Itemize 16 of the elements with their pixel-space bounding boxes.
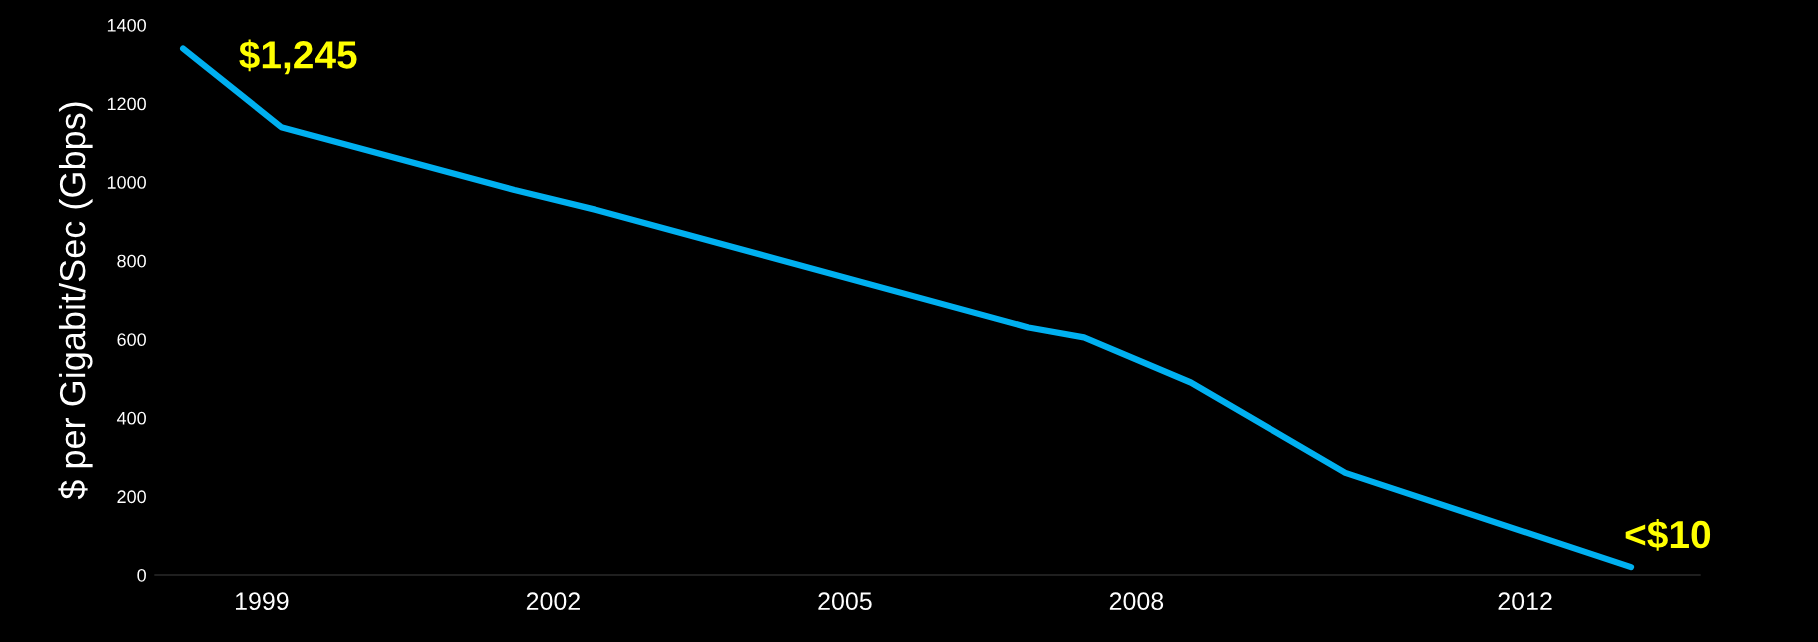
x-tick-label: 2008	[1109, 592, 1164, 611]
y-tick-label: 0	[137, 568, 146, 582]
y-tick-label: 1200	[107, 97, 146, 111]
x-tick-label: 2002	[526, 592, 580, 611]
annotation: $1,245	[239, 39, 357, 75]
annotation: <$10	[1625, 519, 1711, 551]
y-tick-label: 1000	[107, 176, 146, 189]
y-tick-label: 200	[117, 490, 146, 504]
y-tick-label: 1400	[107, 18, 146, 32]
x-tick-label: 2005	[818, 592, 872, 611]
y-tick-label: 600	[117, 333, 146, 347]
x-tick-label: 1999	[235, 592, 289, 611]
y-tick-label: 800	[117, 254, 146, 268]
y-axis-title: $ per Gigabit/Sec (Gbps)	[58, 102, 93, 500]
x-tick-label: 2012	[1498, 592, 1552, 611]
y-tick-label: 400	[116, 411, 146, 425]
